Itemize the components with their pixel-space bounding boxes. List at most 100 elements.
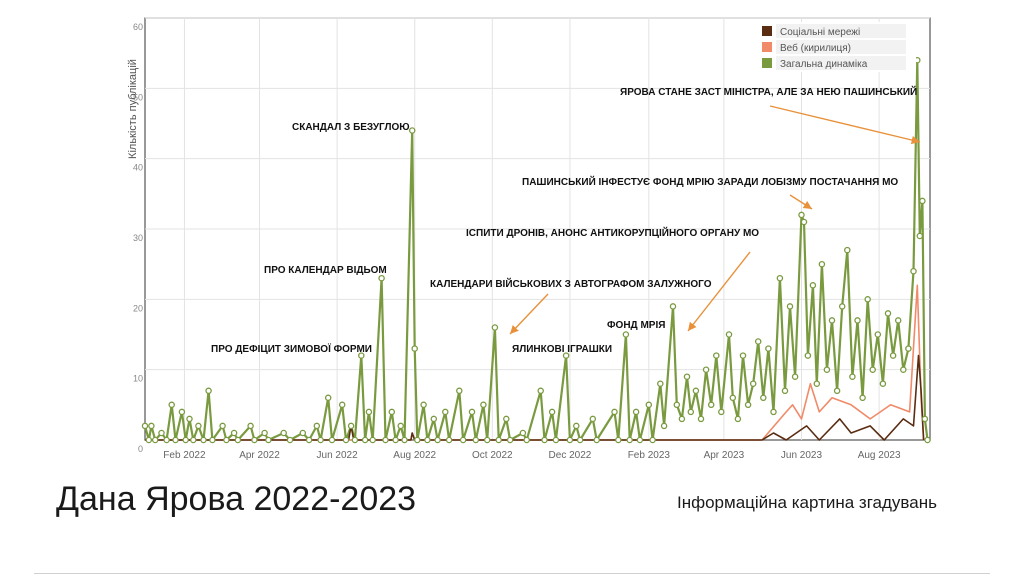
- slide-title: Дана Ярова 2022-2023: [56, 480, 417, 518]
- x-tick-label: Jun 2023: [781, 450, 823, 461]
- data-point: [361, 436, 369, 444]
- data-point: [776, 274, 784, 282]
- data-point: [519, 429, 527, 437]
- y-tick-label: 50: [133, 92, 143, 102]
- data-point: [800, 218, 808, 226]
- data-point: [247, 422, 254, 430]
- data-point: [480, 401, 487, 409]
- data-point: [589, 415, 597, 423]
- data-point: [864, 296, 871, 303]
- data-point: [456, 387, 463, 395]
- data-point: [365, 408, 373, 416]
- data-point: [739, 352, 747, 359]
- annotation-arrow: [509, 293, 549, 335]
- data-point: [459, 436, 467, 444]
- data-point: [495, 436, 502, 444]
- data-point: [503, 415, 510, 423]
- data-point: [280, 429, 287, 437]
- data-point: [910, 267, 917, 275]
- data-point: [678, 415, 686, 423]
- data-point: [573, 422, 580, 430]
- data-point: [230, 429, 238, 437]
- data-point: [392, 436, 399, 444]
- data-point: [491, 324, 499, 331]
- data-point: [660, 422, 668, 430]
- x-tick-label: Jun 2022: [317, 450, 359, 461]
- data-point: [713, 352, 720, 359]
- x-tick-label: Aug 2023: [858, 450, 901, 461]
- data-point: [430, 415, 438, 423]
- data-point: [265, 436, 272, 444]
- data-point: [358, 352, 365, 359]
- x-tick-label: Feb 2022: [163, 450, 206, 461]
- data-point: [697, 415, 705, 423]
- data-point: [749, 380, 757, 387]
- data-point: [919, 197, 926, 205]
- data-point: [205, 387, 212, 395]
- data-point: [869, 366, 876, 373]
- mentions-chart: 0 10 20 30 40 50 60 Feb 2022 Apr 2022 Jun 2022 Aug…: [127, 17, 931, 461]
- data-point: [317, 436, 324, 444]
- data-point: [411, 345, 418, 352]
- data-point: [744, 401, 752, 409]
- data-point: [338, 401, 346, 409]
- data-point: [347, 422, 355, 430]
- x-tick-label: Feb 2023: [628, 450, 671, 461]
- data-point: [786, 303, 794, 310]
- data-point: [378, 274, 385, 282]
- legend-swatch: [762, 42, 772, 52]
- annotation-label: ЯЛИНКОВІ ІГРАШКИ: [512, 344, 612, 355]
- data-point: [168, 401, 175, 409]
- data-point: [445, 436, 453, 444]
- data-point: [562, 352, 570, 359]
- x-tick-label: Dec 2022: [549, 450, 592, 461]
- data-point: [770, 408, 777, 416]
- annotation-arrow: [789, 194, 813, 210]
- data-point: [916, 232, 924, 240]
- data-point: [442, 408, 449, 416]
- data-point: [649, 436, 656, 444]
- data-point: [818, 260, 826, 268]
- data-point: [707, 401, 715, 409]
- x-tick-label: Apr 2022: [239, 450, 280, 461]
- data-point: [734, 415, 742, 423]
- x-tick-label: Aug 2022: [393, 450, 436, 461]
- data-point: [472, 436, 480, 444]
- data-point: [299, 429, 307, 437]
- data-point: [145, 436, 153, 444]
- data-point: [884, 310, 892, 317]
- data-point: [541, 436, 548, 444]
- annotation-label: КАЛЕНДАРИ ВІЙСЬКОВИХ З АВТОГРАФОМ ЗАЛУЖН…: [430, 277, 712, 290]
- data-point: [718, 408, 725, 416]
- data-point: [823, 366, 831, 373]
- data-point: [566, 436, 574, 444]
- slide-subtitle: Інформаційна картина згадувань: [677, 493, 937, 512]
- data-point: [636, 436, 644, 444]
- data-point: [615, 436, 622, 444]
- legend-bg: [776, 56, 906, 70]
- legend-swatch: [762, 58, 772, 68]
- data-point: [828, 317, 836, 324]
- data-point: [611, 408, 618, 416]
- legend-label: Соціальні мережі: [780, 27, 860, 38]
- data-point: [781, 387, 789, 395]
- data-point: [905, 345, 912, 352]
- data-point: [182, 436, 189, 444]
- data-point: [324, 394, 332, 402]
- data-point: [894, 317, 902, 324]
- annotation-label: ПАШИНСЬКИЙ ІНФЕСТУЄ ФОНД МРІЮ ЗАРАДИ ЛОБ…: [522, 175, 898, 188]
- data-point: [765, 345, 772, 352]
- data-point: [798, 211, 805, 219]
- data-point: [178, 408, 186, 416]
- y-tick-label: 30: [133, 233, 143, 243]
- data-point: [186, 415, 193, 423]
- data-point: [537, 387, 544, 395]
- data-point: [151, 436, 159, 444]
- annotation-arrow: [769, 105, 921, 145]
- data-point: [506, 436, 514, 444]
- y-tick-label: 20: [133, 303, 143, 313]
- data-point: [408, 127, 416, 134]
- data-point: [702, 366, 710, 373]
- data-point: [859, 394, 866, 402]
- data-point: [251, 436, 258, 444]
